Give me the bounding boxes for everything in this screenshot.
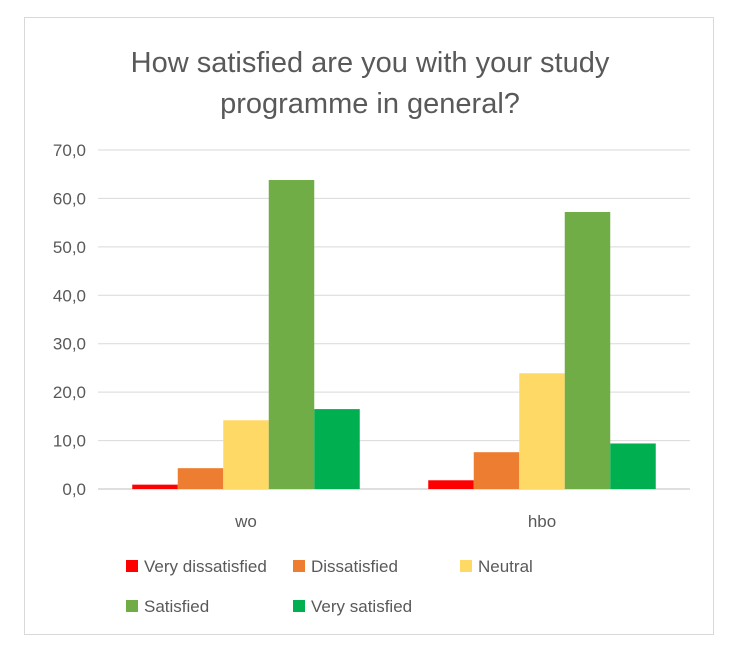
y-tick-label: 30,0 (53, 335, 86, 354)
legend-swatch (126, 560, 138, 572)
legend-label: Very satisfied (311, 597, 412, 616)
bar (519, 373, 565, 489)
legend-swatch (293, 560, 305, 572)
legend-swatch (126, 600, 138, 612)
bar (223, 420, 269, 489)
x-axis-ticks: wo hbo (234, 512, 556, 531)
bar (564, 211, 611, 489)
bar (610, 443, 656, 489)
bar (268, 180, 315, 490)
legend-label: Dissatisfied (311, 557, 398, 576)
bar (473, 452, 520, 489)
bars (132, 180, 656, 490)
bar (177, 468, 224, 489)
legend-label: Satisfied (144, 597, 209, 616)
chart-title-line-2: programme in general? (220, 88, 520, 120)
legend-swatch (293, 600, 305, 612)
y-tick-label: 20,0 (53, 383, 86, 402)
chart-title-line-1: How satisfied are you with your study (131, 47, 610, 79)
y-tick-label: 50,0 (53, 238, 86, 257)
y-tick-label: 10,0 (53, 432, 86, 451)
x-tick-label: wo (234, 512, 257, 531)
legend-label: Neutral (478, 557, 533, 576)
legend-label: Very dissatisfied (144, 557, 267, 576)
bar (132, 484, 178, 489)
legend-swatch (460, 560, 472, 572)
bar (428, 480, 474, 489)
legend: Very dissatisfied Dissatisfied Neutral Sati… (126, 557, 533, 616)
bar (314, 409, 360, 489)
y-axis-ticks: 0,0 10,0 20,0 30,0 40,0 50,0 60,0 70,0 (53, 141, 86, 499)
y-tick-label: 0,0 (62, 480, 86, 499)
x-tick-label: hbo (528, 512, 556, 531)
y-tick-label: 60,0 (53, 189, 86, 208)
y-tick-label: 40,0 (53, 286, 86, 305)
y-tick-label: 70,0 (53, 141, 86, 160)
